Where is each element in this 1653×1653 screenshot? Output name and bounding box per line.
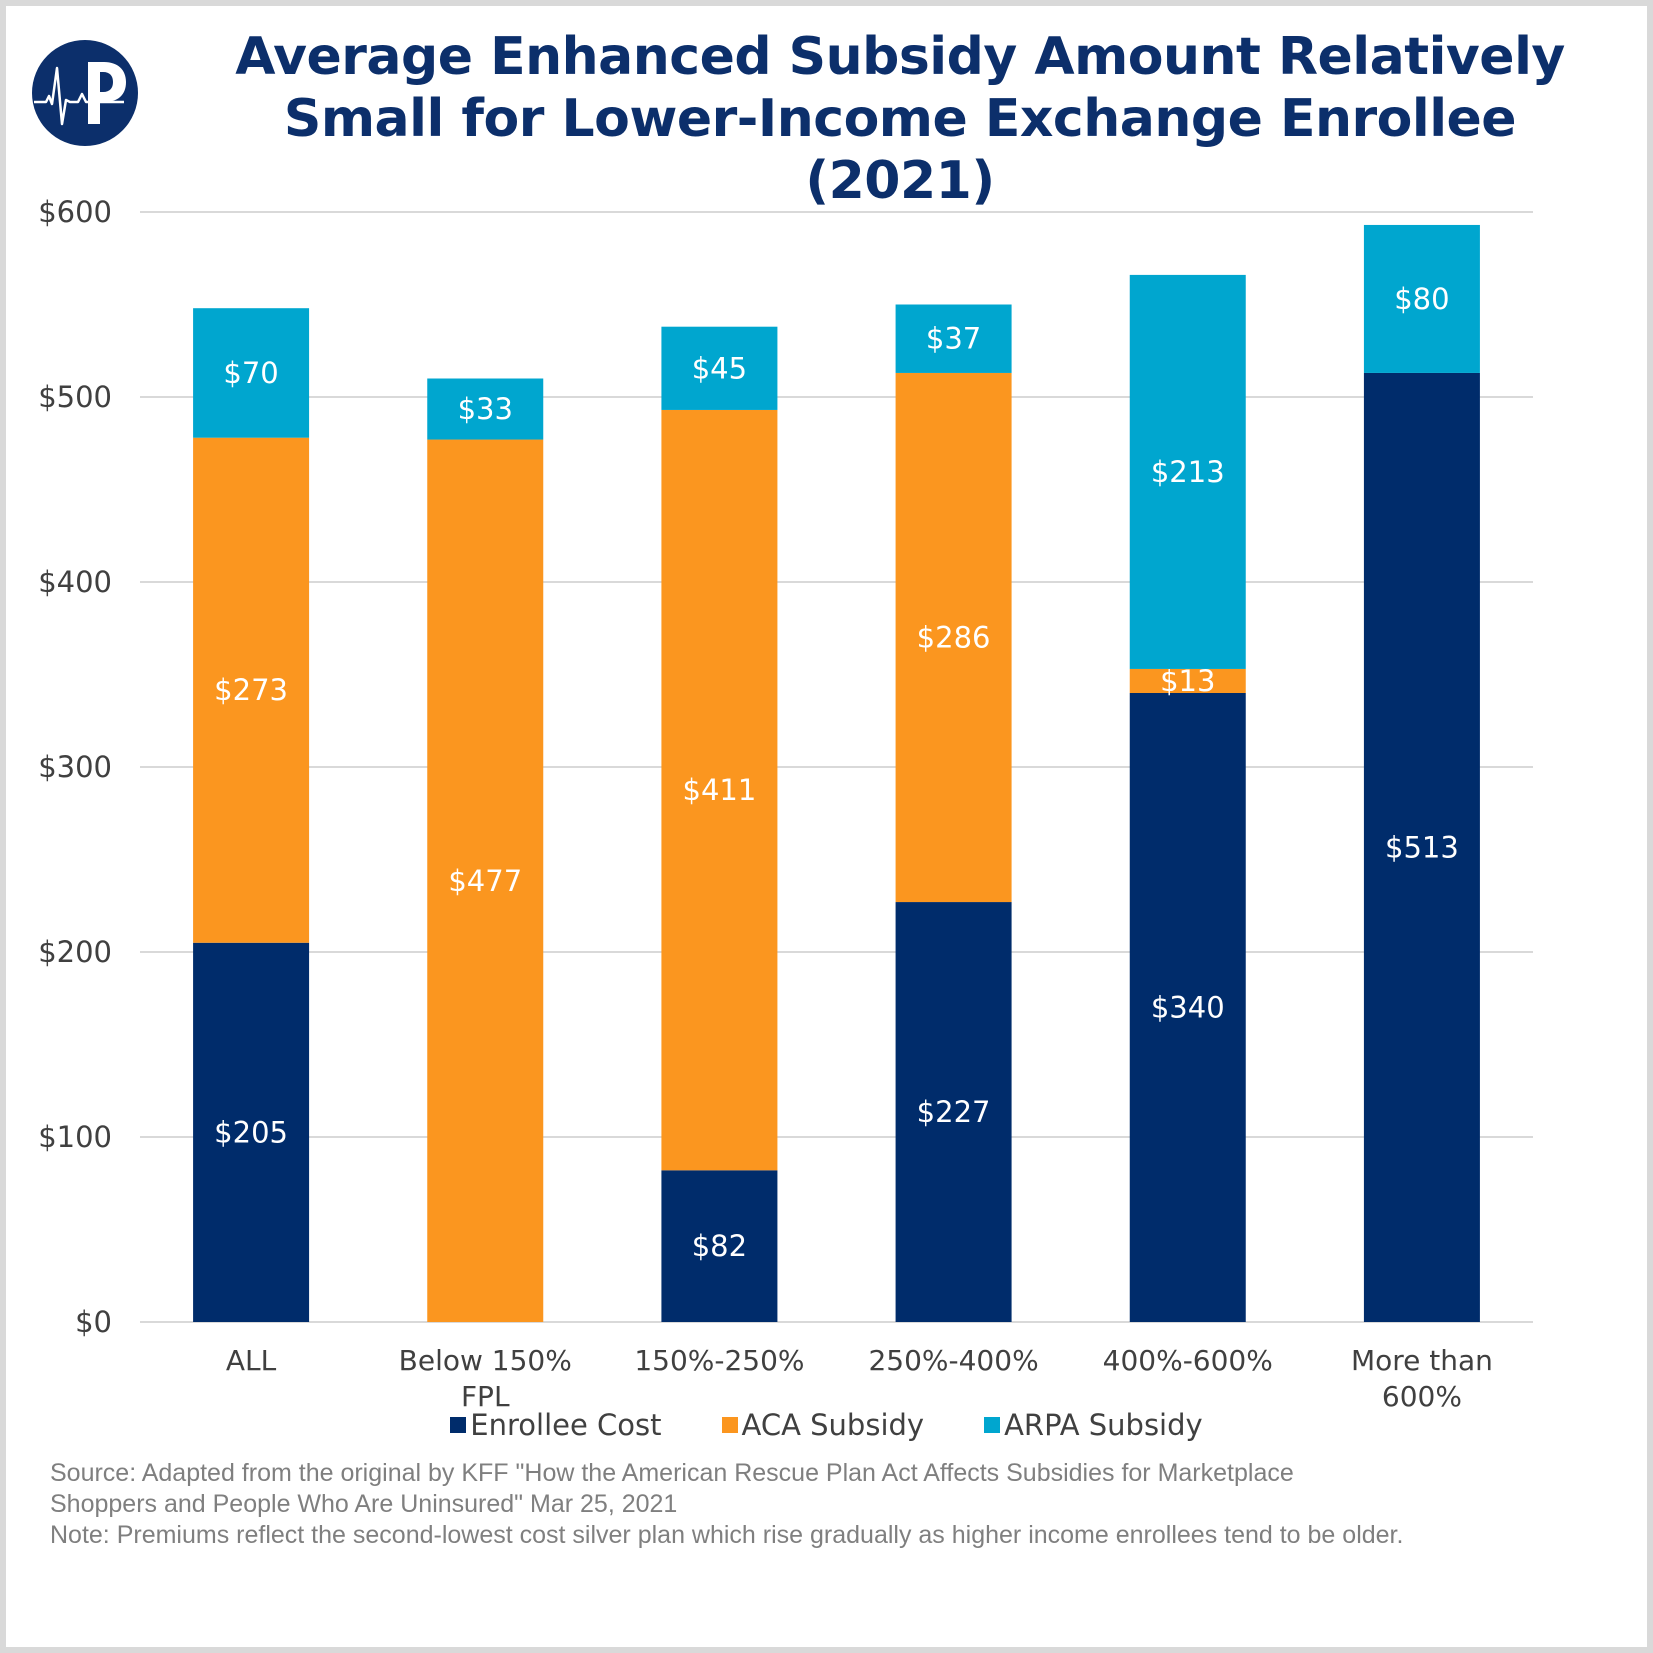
data-label: $227	[917, 1095, 991, 1129]
y-tick-label: $200	[38, 935, 112, 969]
legend-item: Enrollee Cost	[450, 1408, 662, 1442]
data-label: $213	[1151, 455, 1225, 489]
bar-segment-aca-subsidy	[661, 409, 778, 1171]
legend-item: ARPA Subsidy	[984, 1408, 1203, 1442]
data-label: $70	[223, 356, 278, 390]
data-label: $13	[1160, 664, 1215, 698]
legend-label: ACA Subsidy	[741, 1408, 925, 1442]
data-label: $513	[1385, 830, 1459, 864]
bar-segment-enrollee-cost	[1129, 693, 1246, 1322]
data-label: $80	[1394, 282, 1449, 316]
y-tick-label: $100	[38, 1120, 112, 1154]
bar-segment-aca-subsidy	[427, 439, 544, 1322]
x-category-label: 600%	[1382, 1380, 1462, 1413]
bar-segment-arpa-subsidy	[427, 378, 544, 440]
legend-swatch	[721, 1417, 738, 1433]
data-label: $33	[458, 392, 513, 426]
bar-segment-enrollee-cost	[661, 1170, 778, 1322]
y-tick-label: $300	[38, 750, 112, 784]
title-line-2: Small for Lower-Income Exchange Enrollee…	[283, 89, 1517, 211]
title-line-1: Average Enhanced Subsidy Amount Relative…	[235, 27, 1565, 87]
x-category-label: ALL	[226, 1344, 277, 1377]
legend-label: ARPA Subsidy	[1004, 1408, 1203, 1442]
source-line-2: Shoppers and People Who Are Uninsured" M…	[50, 1490, 678, 1518]
bar-segment-enrollee-cost	[193, 942, 310, 1322]
x-category-label: 150%-250%	[634, 1344, 804, 1377]
data-label: $477	[448, 864, 522, 898]
x-category-label: More than	[1351, 1344, 1493, 1377]
data-label: $37	[926, 322, 981, 356]
legend-swatch	[450, 1417, 467, 1433]
bar-segment-enrollee-cost	[895, 902, 1012, 1322]
x-category-label: 400%-600%	[1103, 1344, 1273, 1377]
x-category-label: 250%-400%	[868, 1344, 1038, 1377]
legend-label: Enrollee Cost	[470, 1408, 662, 1442]
bar-segment-arpa-subsidy	[895, 304, 1012, 373]
data-label: $273	[214, 673, 288, 707]
data-label: $286	[917, 621, 991, 655]
bar-segment-aca-subsidy	[193, 437, 310, 943]
bar-segment-aca-subsidy	[895, 372, 1012, 903]
data-label: $411	[683, 773, 757, 807]
y-tick-label: $0	[75, 1305, 112, 1339]
bar-segment-arpa-subsidy	[193, 308, 310, 438]
bar-segment-arpa-subsidy	[661, 326, 778, 410]
source-line-1: Source: Adapted from the original by KFF…	[50, 1459, 1294, 1487]
bar-segment-aca-subsidy	[1129, 668, 1246, 693]
y-tick-label: $600	[38, 195, 112, 229]
data-label: $45	[692, 351, 747, 385]
data-label: $82	[692, 1229, 747, 1263]
bar-segment-arpa-subsidy	[1363, 224, 1480, 373]
data-label: $205	[214, 1115, 288, 1149]
heartbeat-p-logo-icon	[32, 40, 138, 146]
chart-title: Average Enhanced Subsidy Amount Relative…	[200, 26, 1600, 212]
y-tick-label: $500	[38, 380, 112, 414]
legend: Enrollee Cost ACA Subsidy ARPA Subsidy	[0, 1408, 1653, 1442]
bar-segment-enrollee-cost	[1363, 372, 1480, 1322]
legend-swatch	[984, 1417, 1001, 1433]
x-category-label: Below 150%	[399, 1344, 572, 1377]
data-label: $340	[1151, 991, 1225, 1025]
legend-item: ACA Subsidy	[721, 1408, 925, 1442]
x-category-label: FPL	[461, 1380, 510, 1413]
note-line: Note: Premiums reflect the second-lowest…	[50, 1521, 1404, 1549]
y-tick-label: $400	[38, 565, 112, 599]
bar-segment-arpa-subsidy	[1129, 274, 1246, 669]
source-notes: Source: Adapted from the original by KFF…	[50, 1458, 1630, 1551]
